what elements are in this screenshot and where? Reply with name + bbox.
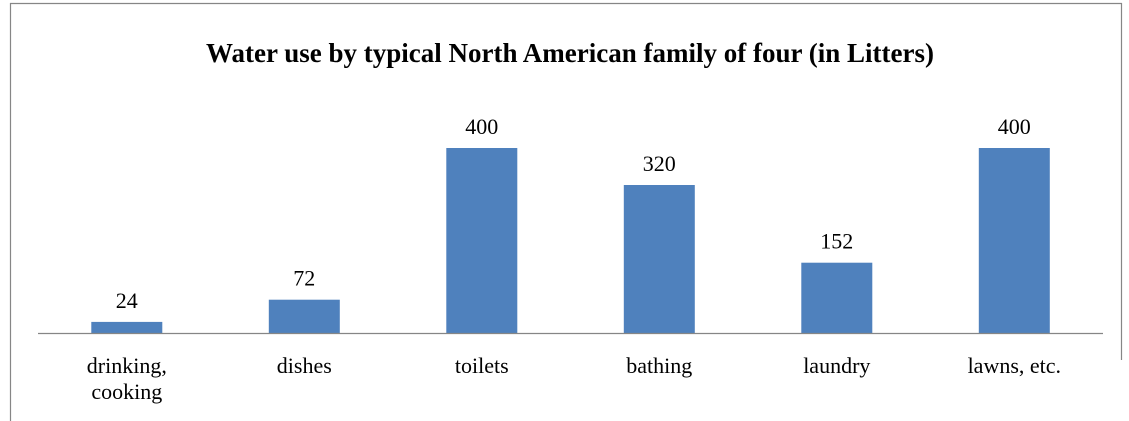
bar-5 [978,148,1050,333]
category-label-1: dishes [277,353,332,378]
bar-3 [623,185,695,333]
category-label-0-line-0: drinking, [87,353,167,378]
chart-border [9,2,1123,421]
data-label-1: 72 [293,266,315,291]
category-label-5: lawns, etc. [968,353,1061,378]
data-label-3: 320 [643,151,676,176]
data-labels-group: 24 72 400 320 152 400 [116,114,1031,313]
data-label-4: 152 [820,229,853,254]
data-label-5: 400 [998,114,1031,139]
chart-title: Water use by typical North American fami… [206,38,934,68]
category-labels-group: drinking,cooking dishes toilets bathing laun… [87,353,1061,404]
bar-1 [268,299,340,333]
category-label-0-line-1: cooking [91,379,162,404]
bars-group [91,148,1050,333]
bar-2 [446,148,518,333]
bar-0 [91,321,163,333]
bar-4 [801,262,873,333]
data-label-2: 400 [465,114,498,139]
category-label-2: toilets [455,353,509,378]
category-label-4: laundry [803,353,870,378]
category-label-3: bathing [626,353,692,378]
data-label-0: 24 [116,288,138,313]
